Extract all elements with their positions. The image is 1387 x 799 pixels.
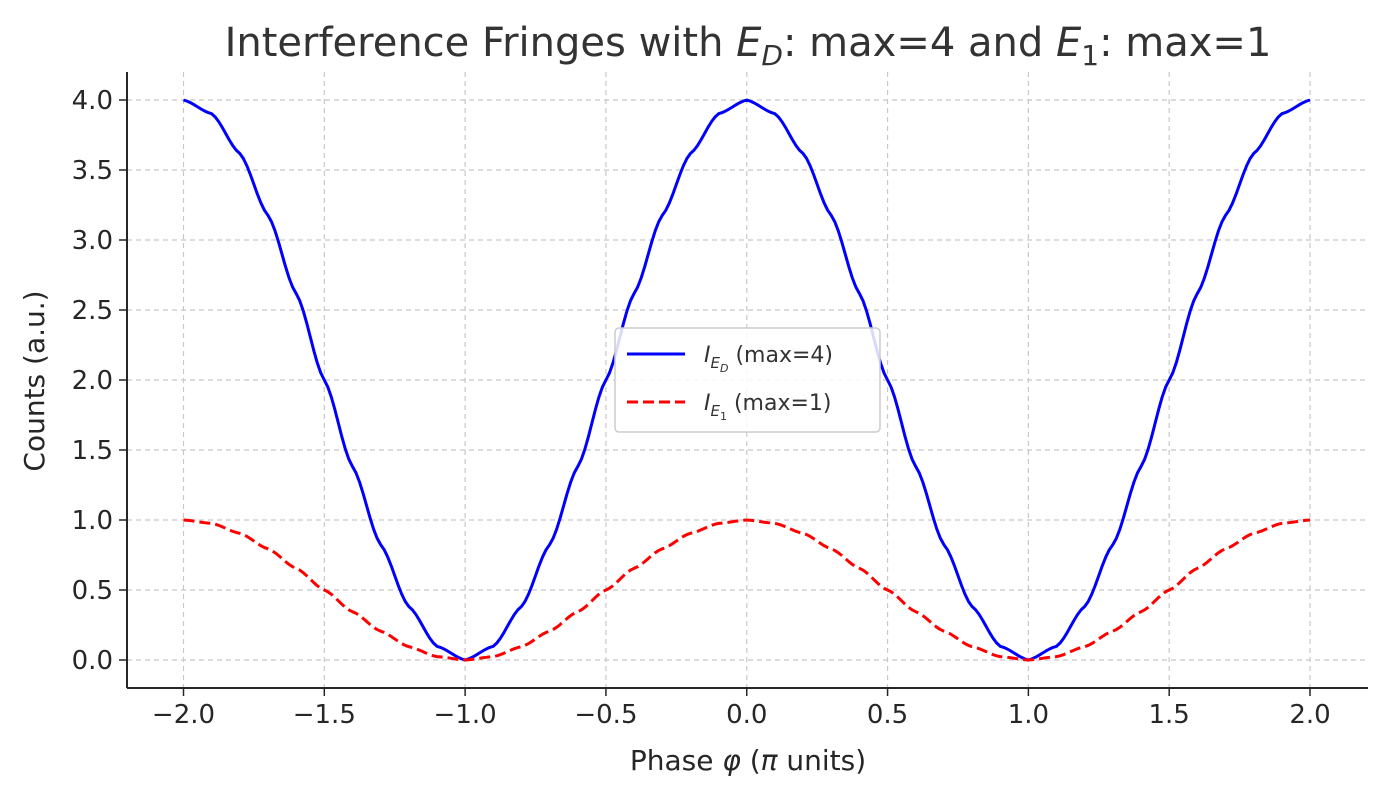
y-tick-label: 2.0 xyxy=(72,366,113,396)
title-post: : max=1 xyxy=(1099,20,1271,66)
xlabel-pi: π xyxy=(761,744,779,777)
legend-label-series-1: IED (max=4) xyxy=(704,343,833,375)
title-pre: Interference Fringes with xyxy=(225,20,737,66)
x-axis-label: Phase φ (π units) xyxy=(630,744,866,777)
title-mid: : max=4 and xyxy=(783,20,1056,66)
y-tick-label: 0.5 xyxy=(72,576,113,606)
y-axis-label: Counts (a.u.) xyxy=(18,290,51,471)
y-tick-label: 3.0 xyxy=(72,226,113,256)
legend-sym-series-2: I xyxy=(704,391,711,416)
y-tick-label: 1.5 xyxy=(72,436,113,466)
x-tick-label: −1.0 xyxy=(434,700,497,730)
legend-sub-series-2: E xyxy=(711,402,721,420)
y-tick-label: 0.0 xyxy=(72,646,113,676)
xlabel-mid: ( xyxy=(741,744,761,777)
title-sym2: E xyxy=(1056,20,1082,66)
xlabel-pre: Phase xyxy=(630,744,723,777)
title-sub2: 1 xyxy=(1081,39,1099,72)
y-tick-label: 1.0 xyxy=(72,506,113,536)
x-tick-label: 1.5 xyxy=(1149,700,1190,730)
x-tick-label: −2.0 xyxy=(152,700,215,730)
x-axis-ticks: −2.0 −1.5 −1.0 −0.5 0.0 0.5 1.0 1.5 2.0 xyxy=(152,688,1331,730)
chart-title: Interference Fringes with ED: max=4 and … xyxy=(225,20,1272,72)
x-tick-label: 0.5 xyxy=(867,700,908,730)
x-tick-label: 2.0 xyxy=(1289,700,1330,730)
x-tick-label: 0.0 xyxy=(726,700,767,730)
y-tick-label: 2.5 xyxy=(72,296,113,326)
xlabel-phi: φ xyxy=(722,744,741,777)
y-axis-ticks: 0.0 0.5 1.0 1.5 2.0 2.5 3.0 3.5 4.0 xyxy=(72,86,127,676)
x-tick-label: 1.0 xyxy=(1008,700,1049,730)
title-sym1: E xyxy=(736,20,762,66)
legend-text-series-2: (max=1) xyxy=(727,391,832,416)
x-tick-label: −1.5 xyxy=(293,700,356,730)
legend-sym-series-1: I xyxy=(704,343,711,368)
legend-subsub-series-1: D xyxy=(720,362,728,375)
legend-label-series-2: IE1 (max=1) xyxy=(704,391,832,423)
legend-sub-series-1: E xyxy=(711,354,721,372)
y-tick-label: 4.0 xyxy=(72,86,113,116)
y-tick-label: 3.5 xyxy=(72,156,113,186)
xlabel-post: units) xyxy=(778,744,867,777)
x-tick-label: −0.5 xyxy=(574,700,637,730)
title-sub1: D xyxy=(761,39,783,72)
legend-subsub-series-2: 1 xyxy=(720,410,727,423)
legend: IED (max=4) IE1 (max=1) xyxy=(614,327,881,433)
series-layer xyxy=(183,98,1311,662)
legend-text-series-1: (max=4) xyxy=(728,343,833,368)
